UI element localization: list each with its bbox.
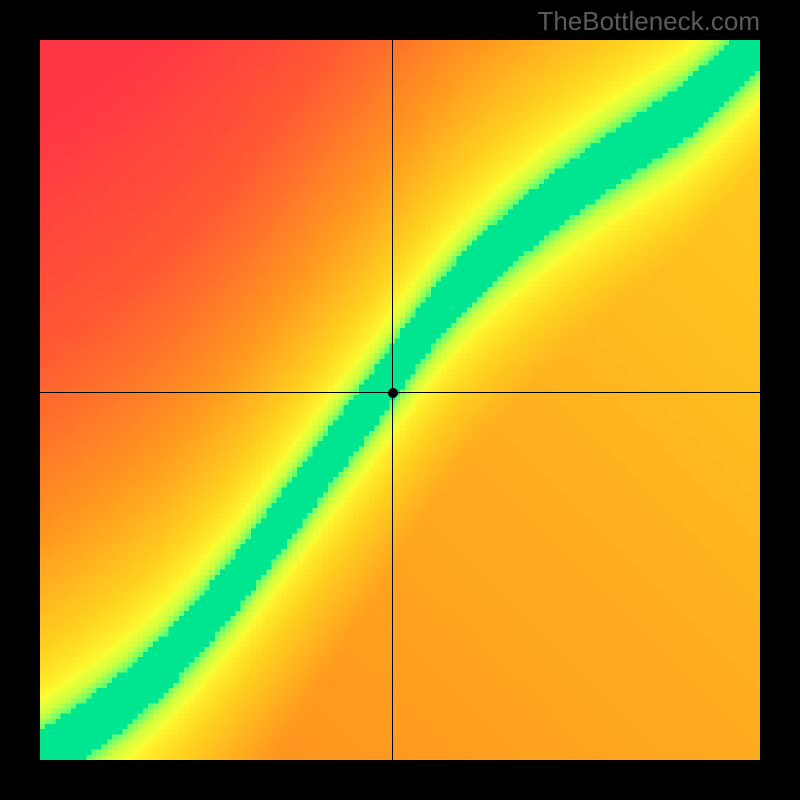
watermark-text: TheBottleneck.com [537,6,760,37]
bottleneck-heatmap [40,40,760,760]
crosshair-marker [388,388,398,398]
crosshair-horizontal [40,392,760,393]
crosshair-vertical [392,40,393,760]
